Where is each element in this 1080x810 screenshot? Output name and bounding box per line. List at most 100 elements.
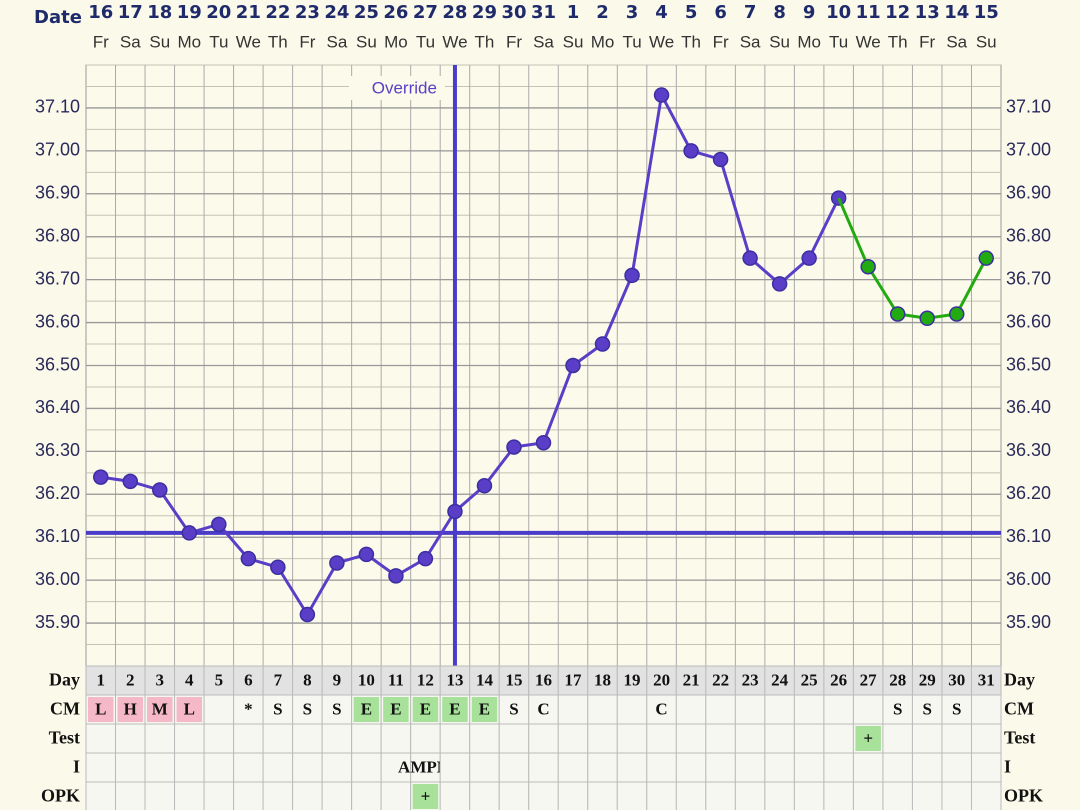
table-cell [469,723,500,754]
table-cell [705,752,736,783]
table-cell [85,781,117,810]
cell-text: E [449,699,460,718]
table-cell [587,694,618,725]
row-label-right: OPK [1004,786,1043,806]
data-point [594,336,611,352]
date-label: 9 [803,2,816,23]
table-cell [115,665,146,696]
cell-highlight [353,697,380,722]
table-cell [233,665,264,696]
table-cell [203,752,235,783]
x-label: Date [34,7,82,28]
date-label: 19 [177,2,202,23]
weekday-label: Th [475,32,495,51]
weekday-label: Fr [93,32,109,51]
cell-text: S [893,699,902,718]
date-label: 5 [685,2,698,23]
weekday-label: Fr [919,32,935,51]
date-label: 10 [826,2,851,23]
table-cell [793,781,825,810]
table-cell [646,752,677,783]
table-cell [882,665,913,696]
y-tick-label: 36.20 [35,483,80,503]
y-tick-label: 36.70 [35,268,80,288]
y2-tick-label: 36.80 [1006,225,1051,245]
override-bg [348,76,445,100]
day-number: 29 [919,670,936,689]
day-number: 17 [565,670,583,689]
data-point [712,151,729,168]
table-cell [941,781,972,810]
cell-text: + [863,728,873,747]
weekday-label: Su [563,32,584,51]
table-cell [410,723,441,754]
date-label: 3 [626,2,639,23]
table-cell [351,665,382,696]
y-tick-label: 36.30 [35,440,80,460]
table-cell [233,781,264,810]
table-cell [764,781,795,810]
table-cell [646,781,677,810]
cell-text: E [390,699,401,718]
weekday-label: Fr [299,32,315,51]
table-cell [587,781,618,810]
data-point [329,555,345,571]
cell-text: E [479,699,490,718]
day-number: 1 [97,670,106,689]
row-label-right: CM [1004,699,1034,719]
table-cell [970,781,1002,810]
row-label: I [73,757,80,777]
table-cell [852,752,884,783]
table-cell [764,723,795,754]
day-number: 30 [948,670,965,689]
date-label: 26 [383,2,408,23]
table-cell [675,752,707,783]
day-number: 10 [358,670,375,689]
data-point [152,482,168,498]
row-label: Test [49,728,80,748]
table-cell [115,781,146,810]
table-cell [528,723,559,754]
cell-highlight [412,784,439,809]
table-cell [882,781,913,810]
table-cell [764,694,795,725]
day-number: 31 [978,670,995,689]
date-label: 1 [567,2,580,23]
table-cell [970,694,1002,725]
table-cell [439,723,471,754]
table-cell [85,752,117,783]
table-cell [498,723,530,754]
row-label-right: I [1004,757,1011,777]
table-cell [292,694,323,725]
table-cell [380,781,412,810]
day-number: 22 [712,670,729,689]
y2-tick-label: 36.30 [1006,440,1051,460]
date-label: 27 [413,2,438,23]
y2-tick-label: 36.40 [1006,397,1051,417]
cell-highlight [412,697,439,722]
cell-text: S [922,699,931,718]
day-number: 8 [303,670,312,689]
data-point [447,503,463,520]
day-number: 27 [860,670,878,689]
y-tick-label: 35.90 [35,612,80,632]
table-cell [498,665,530,696]
day-number: 20 [653,670,670,689]
y2-tick-label: 36.70 [1006,268,1051,288]
table-cell [321,694,353,725]
y-tick-label: 36.40 [35,397,80,417]
table-cell [174,752,205,783]
table-cell [587,752,618,783]
row-label: Day [49,670,80,690]
data-point [919,310,935,327]
date-label: 2 [596,2,609,23]
table-cell [793,694,825,725]
date-label: 17 [118,2,143,23]
day-number: 11 [388,670,404,689]
table-cell [144,665,176,696]
y-tick-label: 36.10 [35,526,80,546]
table-cell [528,781,559,810]
y2-tick-label: 36.60 [1006,311,1051,331]
table-cell [292,723,323,754]
table-cell [115,723,146,754]
